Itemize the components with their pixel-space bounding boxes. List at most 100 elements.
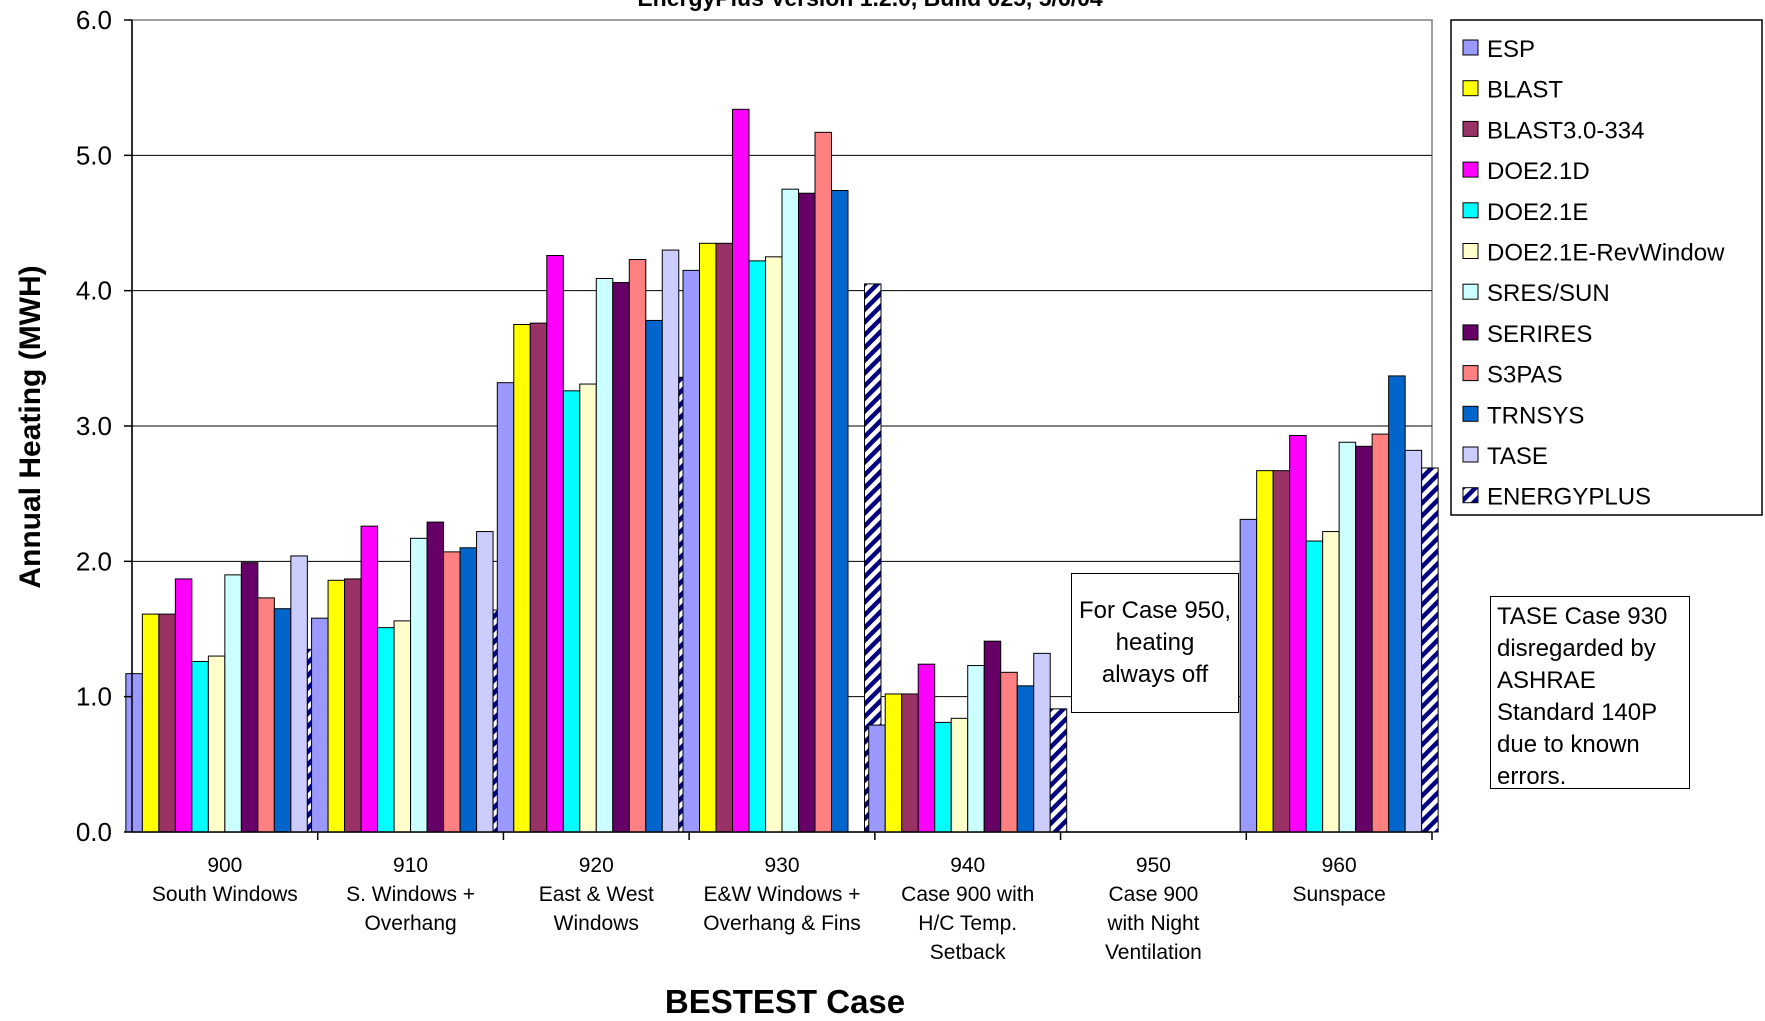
bar-s3pas: [814, 131, 832, 833]
bar-blast: [327, 579, 346, 833]
bar-doe2-1e-revwindow: [393, 620, 412, 833]
legend-label: ESP: [1487, 36, 1535, 63]
bar-trnsys: [645, 319, 663, 833]
y-tick-label: 4.0: [76, 276, 112, 306]
x-tick-label-desc: H/C Temp.: [918, 912, 1017, 935]
y-axis-title: Annual Heating (MWH): [14, 265, 47, 588]
bar-trnsys: [1388, 375, 1406, 833]
bar-doe2-1d: [1289, 434, 1307, 833]
legend-label: SRES/SUN: [1487, 280, 1610, 307]
bar-s3pas: [257, 597, 275, 833]
bar-tase: [290, 555, 308, 833]
bar-doe2-1d: [732, 108, 750, 833]
bar-esp: [496, 382, 515, 833]
bar-sres-sun: [967, 665, 985, 833]
bar-doe2-1e-revwindow: [765, 256, 783, 833]
bar-esp: [1239, 518, 1258, 833]
bar-trnsys: [273, 608, 292, 833]
legend-swatch: [1462, 39, 1479, 56]
bar-doe2-1e-revwindow: [1322, 531, 1340, 833]
legend-label: DOE2.1E-RevWindow: [1487, 240, 1725, 267]
bar-s3pas: [443, 551, 461, 833]
bar-blast3-0-334: [529, 322, 548, 833]
legend-swatch: [1462, 365, 1479, 382]
legend-label: TRNSYS: [1487, 402, 1584, 429]
bar-serires: [983, 640, 1002, 833]
y-tick-label: 5.0: [76, 140, 112, 170]
x-tick-label-code: 960: [1322, 854, 1357, 877]
bar-s3pas: [1000, 671, 1018, 833]
bar-serires: [1355, 445, 1373, 833]
bar-doe2-1e: [562, 390, 581, 833]
tase-note-text: TASE Case 930 disregarded by ASHRAE Stan…: [1497, 603, 1668, 790]
y-tick-label: 3.0: [76, 411, 112, 441]
y-tick-label: 6.0: [76, 5, 112, 35]
tase-note: TASE Case 930 disregarded by ASHRAE Stan…: [1490, 596, 1690, 790]
legend-swatch: [1462, 324, 1479, 341]
x-tick-label-desc: Setback: [930, 941, 1006, 964]
legend-label: DOE2.1E: [1487, 199, 1588, 226]
bar-blast3-0-334: [158, 613, 176, 833]
bar-sres-sun: [224, 574, 242, 833]
bar-doe2-1d: [917, 663, 936, 833]
chart-title: EnergyPlus Version 1.2.0, Build 025, 5/6…: [637, 0, 1103, 11]
bar-doe2-1e-revwindow: [207, 655, 226, 833]
legend-swatch: [1462, 405, 1479, 422]
x-tick-label-desc: Windows: [554, 912, 639, 935]
bar-blast3-0-334: [715, 242, 733, 833]
legend-box: [1450, 19, 1763, 516]
legend-label: SERIRES: [1487, 321, 1592, 348]
legend-swatch: [1462, 446, 1479, 463]
legend-label: TASE: [1487, 443, 1548, 470]
bar-doe2-1e-revwindow: [950, 717, 969, 833]
bar-esp: [868, 724, 886, 833]
bar-blast3-0-334: [344, 578, 362, 833]
x-tick-label-code: 940: [950, 854, 985, 877]
legend-label: DOE2.1D: [1487, 158, 1590, 185]
bar-doe2-1e-revwindow: [579, 383, 597, 833]
x-tick-label-desc: Ventilation: [1105, 941, 1202, 964]
bar-blast3-0-334: [901, 693, 919, 833]
y-tick-label: 2.0: [76, 546, 112, 576]
bar-blast3-0-334: [1272, 470, 1291, 833]
bar-sres-sun: [410, 537, 428, 833]
x-tick-label-desc: East & West: [539, 883, 654, 906]
bar-tase: [476, 531, 494, 833]
legend-swatch: [1462, 80, 1479, 97]
bar-doe2-1d: [174, 578, 193, 833]
x-axis-title: BESTEST Case: [665, 983, 905, 1020]
bar-trnsys: [831, 190, 849, 833]
legend-label: BLAST: [1487, 77, 1563, 104]
case-950-note-text: For Case 950, heating always off: [1078, 597, 1232, 688]
bar-sres-sun: [595, 277, 614, 833]
y-tick-label: 0.0: [76, 817, 112, 847]
legend-swatch: [1462, 161, 1479, 178]
axes: 0.0 1.0 2.0 3.0 4.0 5.0 6.0 900 South Windows 910…: [76, 5, 1433, 964]
x-tick-label-desc: Case 900 with: [901, 883, 1034, 906]
bar-sres-sun: [1338, 441, 1357, 833]
bar-esp: [311, 617, 329, 833]
bar-sres-sun: [781, 188, 799, 833]
bar-energyplus: [1421, 467, 1439, 833]
legend-swatch: [1462, 202, 1479, 219]
legend-swatch: [1462, 487, 1479, 504]
bar-blast: [513, 324, 531, 833]
bar-trnsys: [1016, 685, 1035, 833]
bar-blast: [699, 242, 717, 833]
legend-swatch: [1462, 243, 1479, 259]
bar-doe2-1e: [934, 721, 952, 833]
bar-doe2-1d: [360, 525, 379, 833]
bar-tase: [661, 249, 680, 833]
x-tick-label-desc: Overhang & Fins: [703, 912, 861, 935]
bar-blast: [141, 613, 160, 833]
y-tick-label: 1.0: [76, 682, 112, 712]
x-tick-label-desc: Overhang: [364, 912, 456, 935]
bar-energyplus: [1049, 708, 1068, 833]
legend-swatch: [1462, 283, 1479, 300]
case-950-note: For Case 950, heating always off: [1071, 573, 1239, 713]
bar-doe2-1e: [748, 260, 766, 833]
bar-s3pas: [628, 259, 647, 833]
x-tick-label-desc: Case 900: [1108, 883, 1198, 906]
legend-label: ENERGYPLUS: [1487, 484, 1651, 511]
x-tick-label-code: 930: [764, 854, 799, 877]
